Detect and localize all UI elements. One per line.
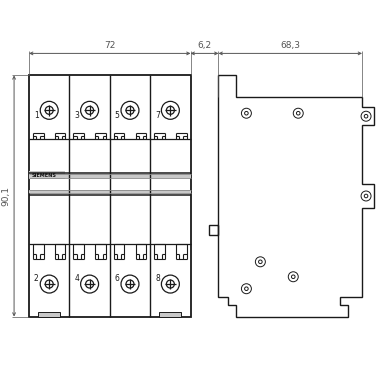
Text: 1: 1 (34, 111, 39, 120)
Text: 90,1: 90,1 (1, 186, 10, 206)
Text: SIEMENS: SIEMENS (32, 172, 57, 177)
Bar (38, 311, 60, 316)
Bar (29, 174, 191, 178)
Bar (29, 171, 65, 179)
Text: 6,2: 6,2 (198, 42, 212, 50)
Text: 6: 6 (115, 274, 119, 283)
Text: 72: 72 (104, 42, 115, 50)
Text: 4: 4 (74, 274, 79, 283)
Text: 2: 2 (34, 274, 39, 283)
Bar (29, 75, 191, 316)
Bar (29, 189, 191, 194)
Text: 68,3: 68,3 (280, 42, 300, 50)
Text: 3: 3 (74, 111, 79, 120)
Bar (159, 311, 181, 316)
Text: 5: 5 (115, 111, 119, 120)
Text: 8: 8 (155, 274, 160, 283)
Text: 7: 7 (155, 111, 160, 120)
